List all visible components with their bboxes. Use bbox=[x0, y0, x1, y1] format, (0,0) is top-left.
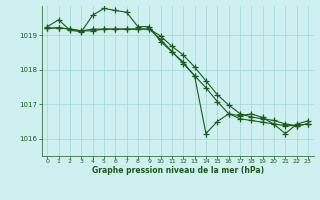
X-axis label: Graphe pression niveau de la mer (hPa): Graphe pression niveau de la mer (hPa) bbox=[92, 166, 264, 175]
